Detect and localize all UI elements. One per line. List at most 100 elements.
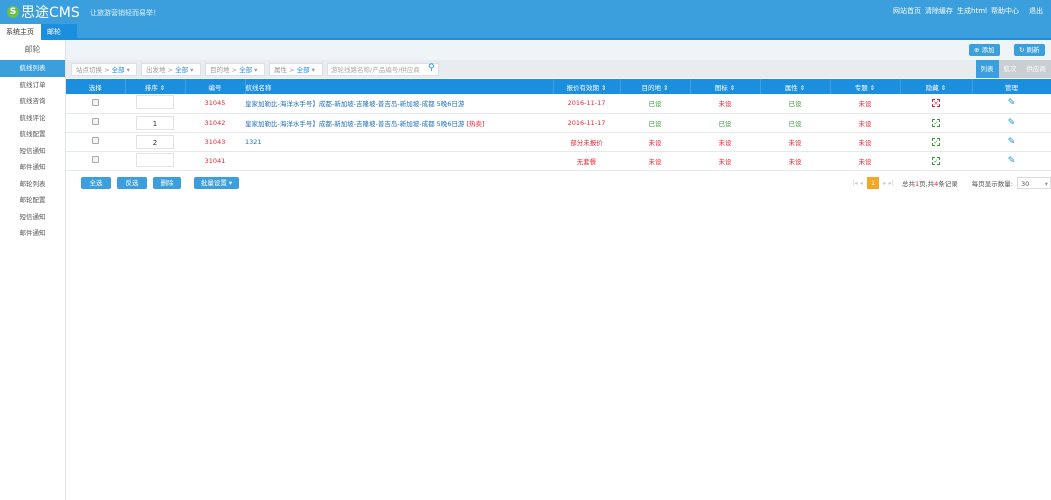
toolbar: ⊕ 添加 ↻ 刷新 bbox=[66, 40, 1051, 60]
delete-button[interactable]: 删除 bbox=[153, 177, 181, 189]
row-destination[interactable]: 未设 bbox=[620, 151, 690, 171]
route-name-link[interactable]: 皇家加勒比-海洋水手号】成都-新加坡-吉隆坡-普吉岛-新加坡-成都 5晚6日游 bbox=[245, 100, 465, 109]
sidebar-item-route-orders[interactable]: 航线订单 bbox=[19, 80, 46, 89]
top-header: S 思途CMS 让旅游营销轻而易举！ 网站首页 清除缓存 生成html 帮助中心 … bbox=[0, 0, 1051, 22]
route-name-link[interactable]: 皇家加勒比-海洋水手号】成都-新加坡-吉隆坡-普吉岛-新加坡-成都 5晚6日游 bbox=[245, 119, 465, 128]
row-order: 2 bbox=[125, 132, 185, 152]
table-row: 2 31043 1321 部分未报价 未设 未设 未设 未设 ✓ ✎ bbox=[66, 132, 1051, 152]
row-destination[interactable]: 未设 bbox=[620, 132, 690, 152]
row-hidden: × bbox=[900, 94, 972, 114]
order-input[interactable] bbox=[136, 152, 174, 167]
row-hidden: ✓ bbox=[900, 113, 972, 133]
row-icon[interactable]: 已设 bbox=[690, 113, 760, 133]
row-checkbox[interactable] bbox=[92, 137, 99, 144]
row-icon[interactable]: 未设 bbox=[690, 94, 760, 114]
hidden-check-icon[interactable]: ✓ bbox=[932, 137, 940, 146]
col-destination[interactable]: 目的地 ⇕ bbox=[620, 79, 691, 94]
first-page-icon[interactable]: |◂ ◂ bbox=[852, 179, 863, 187]
hidden-check-icon[interactable]: ✓ bbox=[932, 118, 940, 127]
edit-icon[interactable]: ✎ bbox=[1007, 117, 1016, 128]
row-checkbox[interactable] bbox=[92, 118, 99, 125]
page-1[interactable]: 1 bbox=[867, 177, 880, 189]
sidebar-item-sms[interactable]: 短信通知 bbox=[19, 146, 46, 155]
col-price-valid[interactable]: 报价有效期 ⇕ bbox=[553, 79, 621, 94]
sidebar-item-route-inquiry[interactable]: 航线咨询 bbox=[19, 97, 46, 105]
route-name-link[interactable]: 1321 bbox=[245, 137, 262, 146]
row-attribute[interactable]: 未设 bbox=[760, 151, 830, 171]
col-attribute[interactable]: 属性 ⇕ bbox=[760, 79, 831, 94]
row-select bbox=[66, 94, 125, 114]
row-id: 31041 bbox=[185, 151, 245, 171]
row-destination[interactable]: 已设 bbox=[620, 94, 690, 114]
search-icon[interactable]: ⚲ bbox=[428, 63, 435, 73]
filter-departure[interactable]: 出发地 > 全部 ▾ bbox=[141, 63, 201, 76]
row-name: 1321 bbox=[245, 132, 553, 152]
search-input[interactable]: 游轮线路名称/产品编号/供应商 bbox=[327, 63, 439, 76]
col-select: 选择 bbox=[66, 79, 126, 94]
tab-home[interactable]: 系统主页 bbox=[0, 24, 41, 40]
sidebar: 邮轮 航线列表 航线订单 航线咨询 航线评论 航线配置 短信通知 邮件通知 邮轮… bbox=[0, 40, 66, 500]
refresh-label: 刷新 bbox=[1026, 46, 1040, 54]
sidebar-item-cruise-list[interactable]: 邮轮列表 bbox=[19, 179, 46, 188]
view-list[interactable]: 列表 bbox=[975, 60, 999, 78]
row-topic[interactable]: 未设 bbox=[830, 132, 900, 152]
row-checkbox[interactable] bbox=[92, 156, 99, 163]
edit-icon[interactable]: ✎ bbox=[1007, 98, 1016, 109]
select-all-button[interactable]: 全选 bbox=[81, 177, 111, 189]
filter-site[interactable]: 站点切换 > 全部 ▾ bbox=[71, 63, 137, 76]
table-row: 31045 皇家加勒比-海洋水手号】成都-新加坡-吉隆坡-普吉岛-新加坡-成都 … bbox=[66, 94, 1051, 114]
edit-icon[interactable]: ✎ bbox=[1007, 136, 1016, 147]
filter-attribute[interactable]: 属性 > 全部 ▾ bbox=[269, 63, 323, 76]
row-hidden: ✓ bbox=[900, 151, 972, 171]
edit-icon[interactable]: ✎ bbox=[1007, 155, 1016, 166]
hidden-x-icon[interactable]: × bbox=[932, 99, 940, 108]
link-site-home[interactable]: 网站首页 bbox=[893, 7, 922, 15]
sidebar-item-route-list[interactable]: 航线列表 bbox=[0, 60, 65, 77]
batch-settings-button[interactable]: 批量设置 ▾ bbox=[194, 177, 239, 189]
link-clear-cache[interactable]: 清除缓存 bbox=[925, 7, 954, 15]
row-price-valid: 部分未报价 bbox=[553, 132, 620, 152]
row-topic[interactable]: 未设 bbox=[830, 151, 900, 171]
link-logout[interactable]: 退出 bbox=[1029, 7, 1043, 15]
sidebar-item-route-reviews[interactable]: 航线评论 bbox=[19, 113, 46, 122]
row-topic[interactable]: 未设 bbox=[830, 94, 900, 114]
sidebar-item-sms-2[interactable]: 短信通知 bbox=[19, 212, 46, 221]
link-generate-html[interactable]: 生成html bbox=[957, 7, 987, 15]
tab-cruise[interactable]: 邮轮 × bbox=[41, 24, 77, 52]
sidebar-item-email[interactable]: 邮件通知 bbox=[19, 163, 46, 171]
row-attribute[interactable]: 已设 bbox=[760, 94, 830, 114]
per-page-select[interactable]: 30 ▾ bbox=[1017, 177, 1051, 189]
row-destination[interactable]: 已设 bbox=[620, 113, 690, 133]
view-voyage[interactable]: 航次 bbox=[998, 60, 1022, 78]
row-name: 皇家加勒比-海洋水手号】成都-新加坡-吉隆坡-普吉岛-新加坡-成都 5晚6日游 … bbox=[245, 113, 553, 133]
row-icon[interactable]: 未设 bbox=[690, 151, 760, 171]
sidebar-item-email-2[interactable]: 邮件通知 bbox=[19, 229, 46, 237]
col-order[interactable]: 排序 ⇕ bbox=[125, 79, 186, 94]
top-links: 网站首页 清除缓存 生成html 帮助中心 退出 bbox=[893, 6, 1043, 16]
order-input[interactable] bbox=[136, 95, 174, 110]
row-price-valid: 2016-11-17 bbox=[553, 113, 620, 133]
link-help[interactable]: 帮助中心 bbox=[991, 7, 1019, 15]
order-input[interactable]: 1 bbox=[136, 115, 174, 130]
sidebar-item-route-config[interactable]: 航线配置 bbox=[19, 130, 46, 138]
view-supplier[interactable]: 供应商 bbox=[1021, 60, 1051, 78]
hidden-check-icon[interactable]: ✓ bbox=[932, 156, 940, 165]
refresh-button[interactable]: ↻ 刷新 bbox=[1014, 44, 1045, 56]
row-topic[interactable]: 未设 bbox=[830, 113, 900, 133]
row-name bbox=[245, 151, 553, 171]
row-id: 31043 bbox=[185, 132, 245, 152]
row-checkbox[interactable] bbox=[92, 98, 99, 106]
col-icon[interactable]: 图标 ⇕ bbox=[690, 79, 761, 94]
row-attribute[interactable]: 未设 bbox=[760, 132, 830, 152]
col-hidden[interactable]: 隐藏 ⇕ bbox=[900, 79, 973, 94]
col-id: 编号 bbox=[185, 79, 246, 94]
order-input[interactable]: 2 bbox=[136, 134, 174, 149]
filter-destination[interactable]: 目的地 > 全部 ▾ bbox=[205, 63, 265, 76]
row-attribute[interactable]: 已设 bbox=[760, 113, 830, 133]
invert-selection-button[interactable]: 反选 bbox=[117, 177, 147, 189]
sidebar-item-cruise-config[interactable]: 邮轮配置 bbox=[19, 196, 46, 204]
last-page-icon[interactable]: ▸ ▸| bbox=[883, 179, 894, 187]
add-button[interactable]: ⊕ 添加 bbox=[969, 44, 1000, 56]
col-topic[interactable]: 专题 ⇕ bbox=[830, 79, 901, 94]
row-icon[interactable]: 未设 bbox=[690, 132, 760, 152]
